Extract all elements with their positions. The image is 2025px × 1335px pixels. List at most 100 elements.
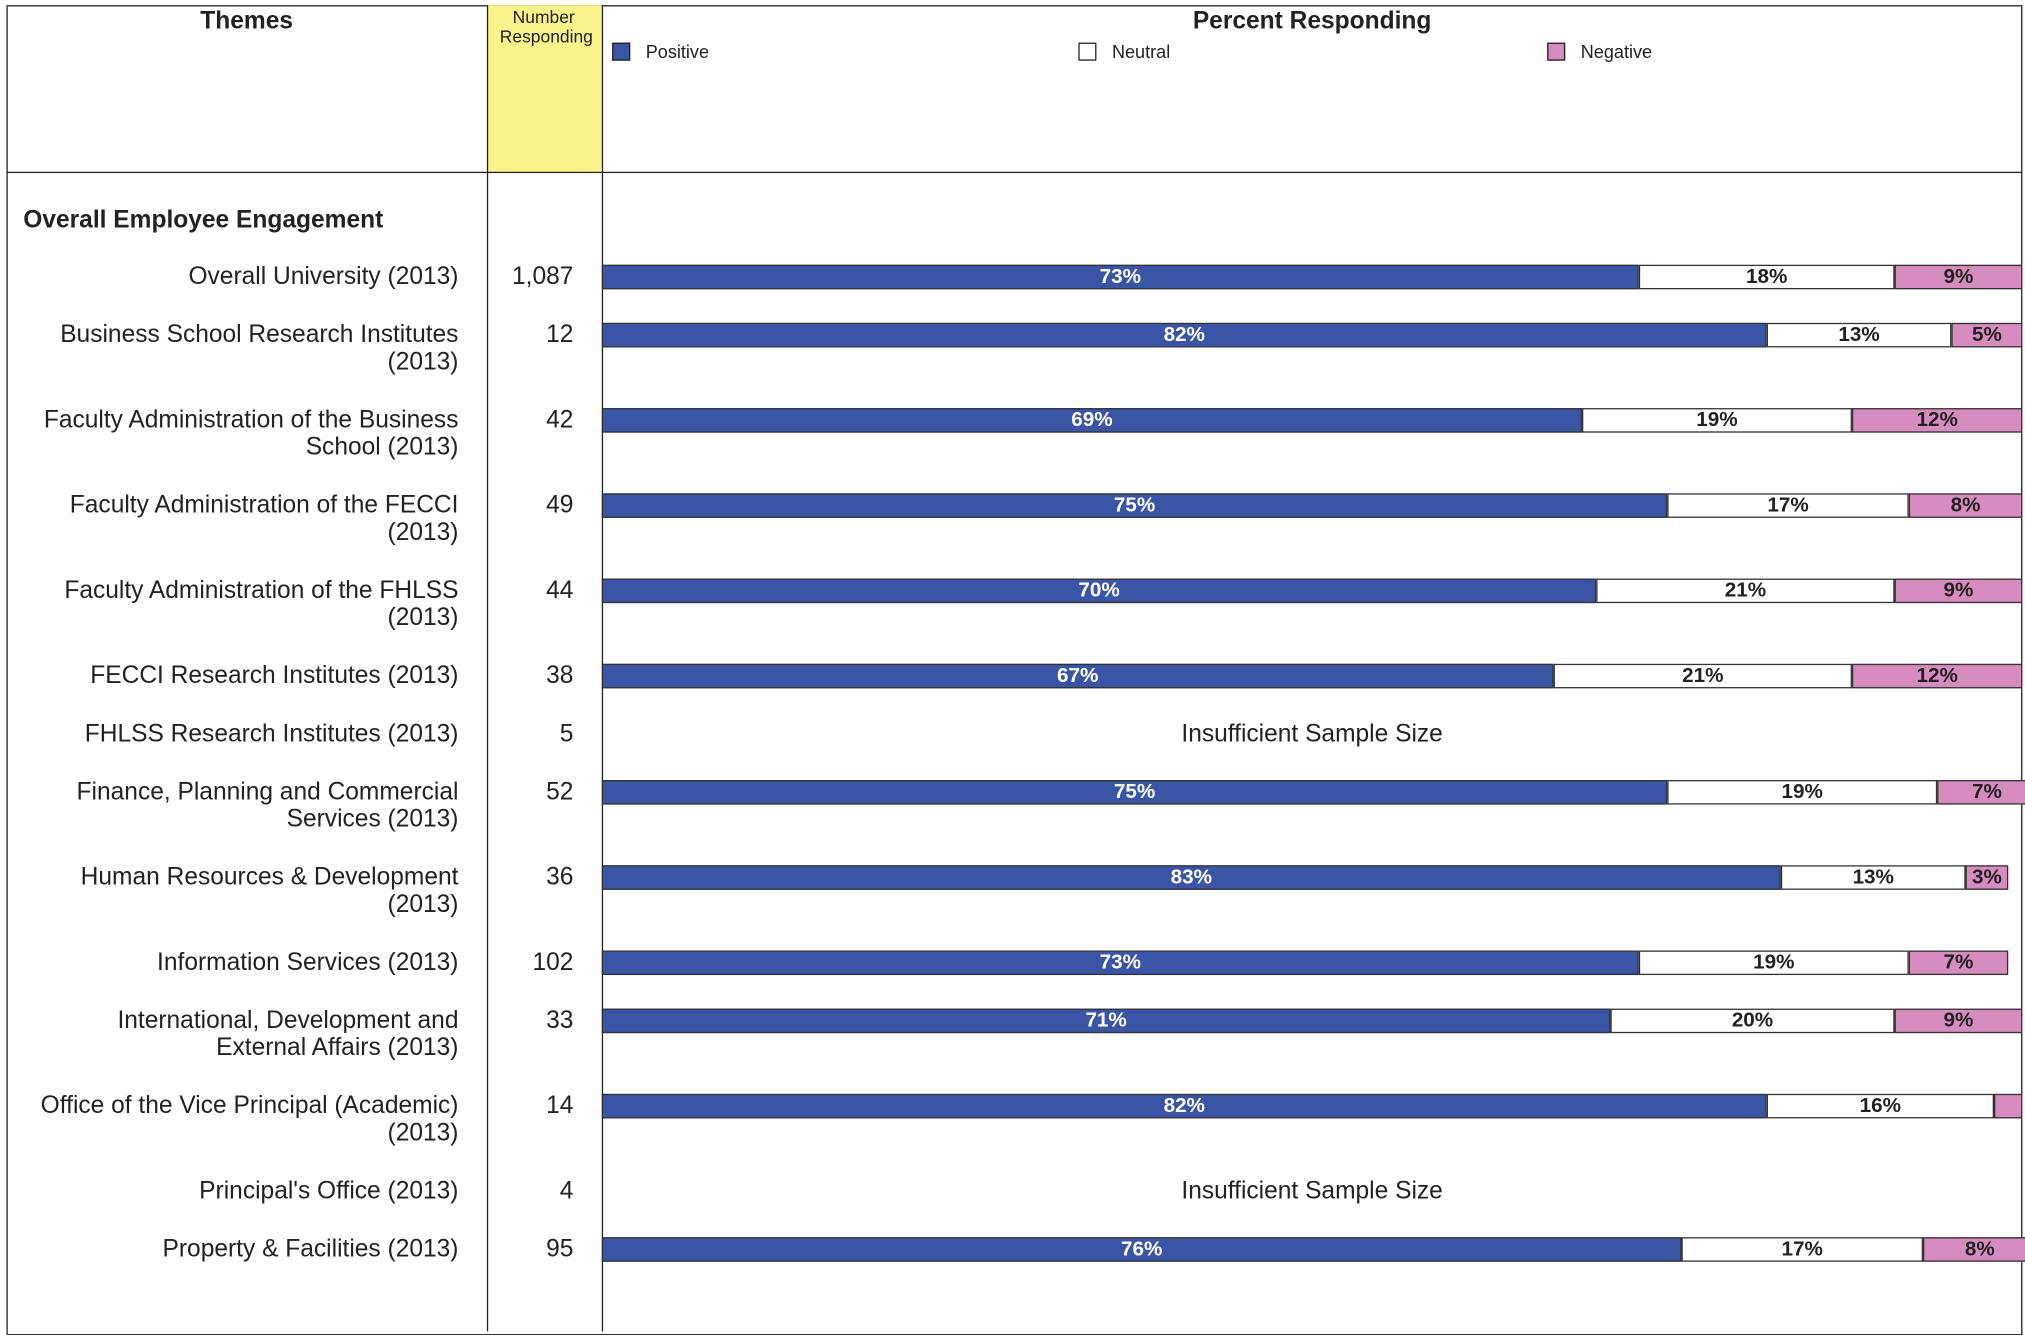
legend-label: Neutral	[1111, 41, 1171, 62]
count: 14	[546, 1092, 574, 1120]
row-label: Business School Research Institutes (201…	[60, 321, 459, 376]
bar-segment	[1922, 1237, 2025, 1262]
bar-segment	[1780, 865, 1966, 890]
value-label: 82%	[1163, 324, 1205, 347]
value-label: 18%	[1746, 266, 1788, 288]
bar-segment	[601, 865, 1781, 890]
row-label: Overall University (2013)	[188, 263, 459, 291]
bar-segment	[601, 1008, 1611, 1034]
bar-segment	[1894, 1008, 2023, 1034]
count: 4	[559, 1177, 574, 1205]
count-header: Number Responding	[499, 7, 593, 47]
value-label: 9%	[1943, 1009, 1974, 1032]
value-label: 20%	[1731, 1009, 1774, 1032]
bar-segment	[1894, 264, 2023, 290]
value-label: 13%	[1852, 866, 1894, 889]
bar-segment	[601, 663, 1554, 689]
value-label: 82%	[1163, 1095, 1205, 1118]
row-label: FHLSS Research Institutes (2013)	[84, 720, 459, 748]
bar-segment	[1681, 1237, 1923, 1262]
count: 44	[546, 577, 574, 605]
value-label: 8%	[1964, 1238, 1995, 1261]
bar-segment	[1766, 322, 1952, 348]
bar-segment	[1851, 663, 2023, 689]
legend-item: Neutral	[1078, 41, 1170, 62]
row-label: Faculty Administration of the Business S…	[43, 406, 459, 462]
value-label: 21%	[1682, 665, 1724, 688]
value-label: 17%	[1767, 494, 1809, 517]
row-label: Human Resources & Development (2013)	[80, 863, 459, 919]
value-label: 67%	[1057, 665, 1099, 688]
count: 95	[546, 1235, 574, 1264]
group-title: Overall Employee Engagement	[23, 206, 384, 234]
bar-segment	[1951, 322, 2023, 348]
value-label: 5%	[1971, 324, 2002, 347]
count: 52	[546, 778, 574, 806]
row-label: Faculty Administration of the FECCI (201…	[69, 492, 459, 547]
row-label: Property & Facilities (2013)	[162, 1235, 459, 1264]
bar-segment	[601, 493, 1668, 518]
bar-segment	[1894, 578, 2023, 604]
row-label: International, Development and External …	[117, 1007, 459, 1062]
legend-label: Positive	[645, 41, 710, 62]
count: 5	[559, 720, 574, 748]
value-label: 12%	[1916, 665, 1958, 688]
value-label: 75%	[1113, 781, 1156, 804]
theme-header: Themes	[200, 7, 294, 35]
bar-segment	[1908, 493, 2023, 518]
value-label: 19%	[1753, 951, 1795, 974]
count: 33	[546, 1007, 574, 1035]
value-label: 76%	[1120, 1238, 1163, 1261]
value-label: 21%	[1724, 579, 1767, 602]
legend-item: Negative	[1547, 41, 1652, 62]
count: 12	[546, 321, 574, 349]
value-label: 9%	[1943, 579, 1974, 602]
value-label: 13%	[1838, 324, 1880, 347]
bar-segment	[601, 1237, 1682, 1262]
value-label: 83%	[1170, 866, 1213, 889]
bar-segment	[1553, 663, 1852, 689]
row-label: Office of the Vice Principal (Academic) …	[40, 1092, 459, 1147]
legend-swatch	[612, 42, 631, 61]
count: 1,087	[511, 263, 574, 291]
bar-segment	[1851, 408, 2023, 433]
count: 42	[546, 406, 574, 434]
bar-segment	[601, 1093, 1767, 1119]
value-label: 19%	[1696, 409, 1738, 432]
value-label: 73%	[1099, 266, 1142, 288]
bar-segment	[1965, 865, 2009, 890]
column-rule	[486, 5, 489, 1332]
note: Insufficient Sample Size	[1181, 720, 1443, 748]
legend-item: Positive	[612, 41, 709, 62]
bar-segment	[1667, 780, 1938, 805]
legend-swatch	[1078, 42, 1097, 61]
count-header-bg	[486, 5, 602, 174]
bar-segment	[1582, 408, 1852, 433]
legend-label: Negative	[1580, 41, 1653, 62]
value-label: 17%	[1781, 1238, 1823, 1261]
bar-segment	[601, 950, 1639, 976]
chart-title: Percent Responding	[1192, 7, 1432, 35]
count: 102	[532, 949, 574, 977]
bar-segment	[601, 322, 1767, 348]
value-label: 69%	[1071, 409, 1113, 432]
value-label: 7%	[1943, 951, 1974, 974]
count: 38	[546, 662, 574, 690]
bar-segment	[1638, 950, 1909, 976]
value-label: 73%	[1099, 951, 1142, 974]
value-label: 70%	[1078, 579, 1120, 602]
count: 36	[546, 863, 574, 892]
bar-segment	[1993, 1093, 2023, 1119]
value-label: 71%	[1085, 1009, 1127, 1032]
note: Insufficient Sample Size	[1181, 1177, 1443, 1205]
bar-segment	[1766, 1093, 1994, 1119]
bar-segment	[1908, 950, 2009, 976]
row-label: Finance, Planning and Commercial Service…	[76, 778, 459, 833]
bar-segment	[601, 408, 1583, 433]
bar-segment	[601, 264, 1639, 290]
bar-segment	[1638, 264, 1895, 290]
row-label: FECCI Research Institutes (2013)	[90, 662, 459, 690]
value-label: 16%	[1859, 1095, 1902, 1118]
row-label: Faculty Administration of the FHLSS (201…	[64, 577, 459, 632]
